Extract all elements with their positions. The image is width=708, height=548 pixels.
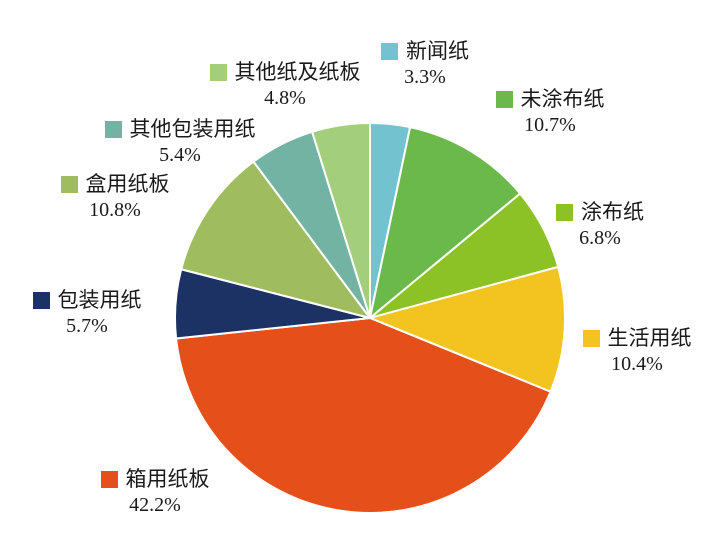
slice-percent: 3.3% bbox=[404, 66, 446, 88]
slice-label: 包装用纸 5.7% bbox=[32, 287, 142, 339]
slice-name: 包装用纸 bbox=[57, 288, 142, 312]
slice-label: 其他包装用纸 5.4% bbox=[104, 116, 256, 168]
slice-percent: 5.7% bbox=[66, 315, 108, 337]
legend-swatch-icon bbox=[582, 329, 600, 347]
slice-name: 生活用纸 bbox=[607, 326, 692, 350]
slice-label: 未涂布纸 10.7% bbox=[495, 86, 605, 138]
slice-percent: 10.8% bbox=[89, 199, 141, 221]
legend-swatch-icon bbox=[556, 203, 573, 221]
pie-slice-9 bbox=[311, 122, 371, 319]
slice-percent: 4.8% bbox=[264, 87, 306, 109]
slice-label: 生活用纸 10.4% bbox=[582, 325, 692, 377]
slice-name: 盒用纸板 bbox=[85, 172, 170, 196]
pie-slice-7 bbox=[180, 160, 371, 319]
legend-swatch-icon bbox=[495, 90, 513, 108]
legend-swatch-icon bbox=[60, 175, 78, 193]
slice-percent: 10.4% bbox=[611, 353, 663, 375]
slice-label: 新闻纸 3.3% bbox=[381, 38, 469, 90]
slice-name: 其他纸及纸板 bbox=[234, 60, 361, 84]
slice-name: 未涂布纸 bbox=[520, 87, 605, 111]
legend-swatch-icon bbox=[381, 42, 398, 60]
legend-swatch-icon bbox=[100, 470, 118, 488]
pie-slice-2 bbox=[369, 126, 522, 319]
slice-name: 新闻纸 bbox=[406, 39, 469, 63]
legend-swatch-icon bbox=[32, 291, 50, 309]
slice-label: 其他纸及纸板 4.8% bbox=[209, 59, 361, 111]
legend-swatch-icon bbox=[209, 63, 227, 81]
slice-name: 其他包装用纸 bbox=[129, 117, 256, 141]
slice-label: 盒用纸板 10.8% bbox=[60, 171, 170, 223]
slice-name: 涂布纸 bbox=[581, 200, 644, 224]
legend-swatch-icon bbox=[104, 120, 122, 138]
slice-percent: 42.2% bbox=[129, 494, 181, 516]
slice-name: 箱用纸板 bbox=[125, 467, 210, 491]
pie-slice-5 bbox=[175, 317, 552, 514]
slice-label: 箱用纸板 42.2% bbox=[100, 466, 210, 518]
slice-percent: 5.4% bbox=[159, 144, 201, 166]
slice-percent: 10.7% bbox=[524, 114, 576, 136]
slice-percent: 6.8% bbox=[579, 227, 621, 249]
slice-label: 涂布纸 6.8% bbox=[556, 199, 644, 251]
pie-slice-4 bbox=[369, 265, 566, 393]
